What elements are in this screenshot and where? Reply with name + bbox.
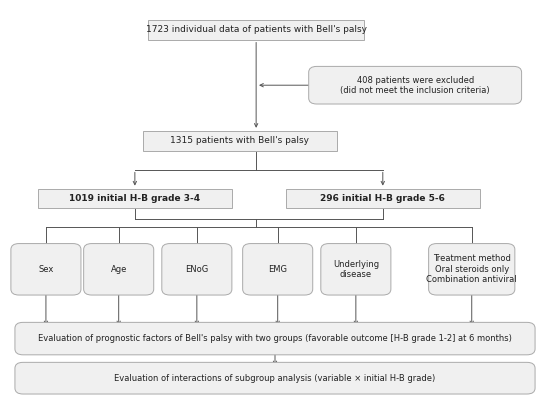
Text: 296 initial H-B grade 5-6: 296 initial H-B grade 5-6: [320, 194, 446, 202]
Text: Age: Age: [111, 265, 127, 274]
Text: 1315 patients with Bell's palsy: 1315 patients with Bell's palsy: [170, 136, 310, 145]
FancyBboxPatch shape: [84, 244, 153, 295]
FancyBboxPatch shape: [162, 244, 232, 295]
FancyBboxPatch shape: [309, 66, 521, 104]
FancyBboxPatch shape: [15, 322, 535, 355]
FancyBboxPatch shape: [15, 362, 535, 394]
Text: Sex: Sex: [39, 265, 53, 274]
Text: Treatment method
Oral steroids only
Combination antiviral: Treatment method Oral steroids only Comb…: [426, 255, 517, 284]
Text: 1019 initial H-B grade 3-4: 1019 initial H-B grade 3-4: [69, 194, 200, 202]
FancyBboxPatch shape: [148, 20, 364, 40]
Text: EMG: EMG: [268, 265, 287, 274]
Text: Evaluation of interactions of subgroup analysis (variable × initial H-B grade): Evaluation of interactions of subgroup a…: [114, 374, 436, 383]
FancyBboxPatch shape: [38, 189, 232, 208]
FancyBboxPatch shape: [321, 244, 391, 295]
FancyBboxPatch shape: [428, 244, 515, 295]
Text: Evaluation of prognostic factors of Bell's palsy with two groups (favorable outc: Evaluation of prognostic factors of Bell…: [38, 334, 512, 343]
FancyBboxPatch shape: [143, 131, 337, 151]
FancyBboxPatch shape: [11, 244, 81, 295]
Text: 1723 individual data of patients with Bell's palsy: 1723 individual data of patients with Be…: [146, 25, 367, 34]
Text: ENoG: ENoG: [185, 265, 208, 274]
Text: 408 patients were excluded
(did not meet the inclusion criteria): 408 patients were excluded (did not meet…: [340, 76, 490, 95]
FancyBboxPatch shape: [286, 189, 480, 208]
FancyBboxPatch shape: [243, 244, 313, 295]
Text: Underlying
disease: Underlying disease: [333, 260, 379, 279]
